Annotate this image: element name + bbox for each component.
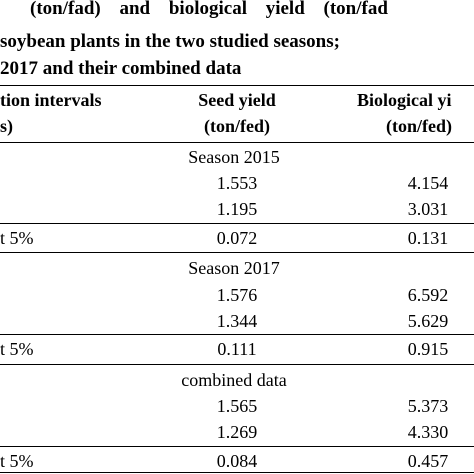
section-title-season-2015: Season 2015 bbox=[188, 147, 280, 167]
lsd-label: t 5% bbox=[0, 228, 34, 248]
table-cell-bio: 5.373 bbox=[407, 396, 449, 416]
table-cell-bio: 3.031 bbox=[407, 199, 449, 219]
lsd-seed-value: 0.111 bbox=[217, 339, 257, 359]
lsd-seed-value: 0.084 bbox=[216, 451, 258, 471]
table-cell-bio: 5.629 bbox=[407, 311, 449, 331]
table-cell-seed: 1.344 bbox=[216, 311, 258, 331]
header-seed-yield-line-1: Seed yield bbox=[198, 90, 276, 110]
section-title-season-2017: Season 2017 bbox=[188, 258, 280, 278]
lsd-row-rule bbox=[0, 446, 474, 447]
table-cell-seed: 1.553 bbox=[216, 173, 258, 193]
table-caption-line-2: soybean plants in the two studied season… bbox=[0, 31, 340, 52]
table-cell-seed: 1.576 bbox=[216, 285, 258, 305]
lsd-label: t 5% bbox=[0, 451, 34, 471]
header-biological-yield-line-1: Biological yi bbox=[357, 90, 452, 110]
table-cell-bio: 6.592 bbox=[407, 285, 449, 305]
section-bottom-rule bbox=[0, 364, 474, 365]
lsd-label: t 5% bbox=[0, 339, 34, 359]
table-bottom-rule bbox=[0, 472, 474, 473]
lsd-bio-value: 0.131 bbox=[407, 228, 449, 248]
table-cell-seed: 1.195 bbox=[216, 199, 258, 219]
section-title-combined-data: combined data bbox=[181, 370, 287, 390]
table-top-rule bbox=[0, 85, 474, 86]
lsd-seed-value: 0.072 bbox=[216, 228, 258, 248]
header-bottom-rule bbox=[0, 142, 474, 143]
header-biological-yield-line-2: (ton/fed) bbox=[386, 116, 452, 136]
table-cell-seed: 1.269 bbox=[216, 422, 258, 442]
table-caption-line-3: 2017 and their combined data bbox=[0, 58, 242, 79]
lsd-bio-value: 0.457 bbox=[407, 451, 449, 471]
table-caption-line-1: (ton/fad) and biological yield (ton/fad bbox=[30, 0, 388, 19]
lsd-row-rule bbox=[0, 223, 474, 224]
header-seed-yield-line-2: (ton/fed) bbox=[204, 116, 270, 136]
header-intervals-line-1: tion intervals bbox=[0, 90, 102, 110]
table-cell-bio: 4.154 bbox=[407, 173, 449, 193]
header-intervals-line-2: s) bbox=[0, 116, 13, 136]
table-cell-seed: 1.565 bbox=[216, 396, 258, 416]
lsd-bio-value: 0.915 bbox=[407, 339, 449, 359]
table-cell-bio: 4.330 bbox=[407, 422, 449, 442]
lsd-row-rule bbox=[0, 334, 474, 335]
section-bottom-rule bbox=[0, 252, 474, 253]
